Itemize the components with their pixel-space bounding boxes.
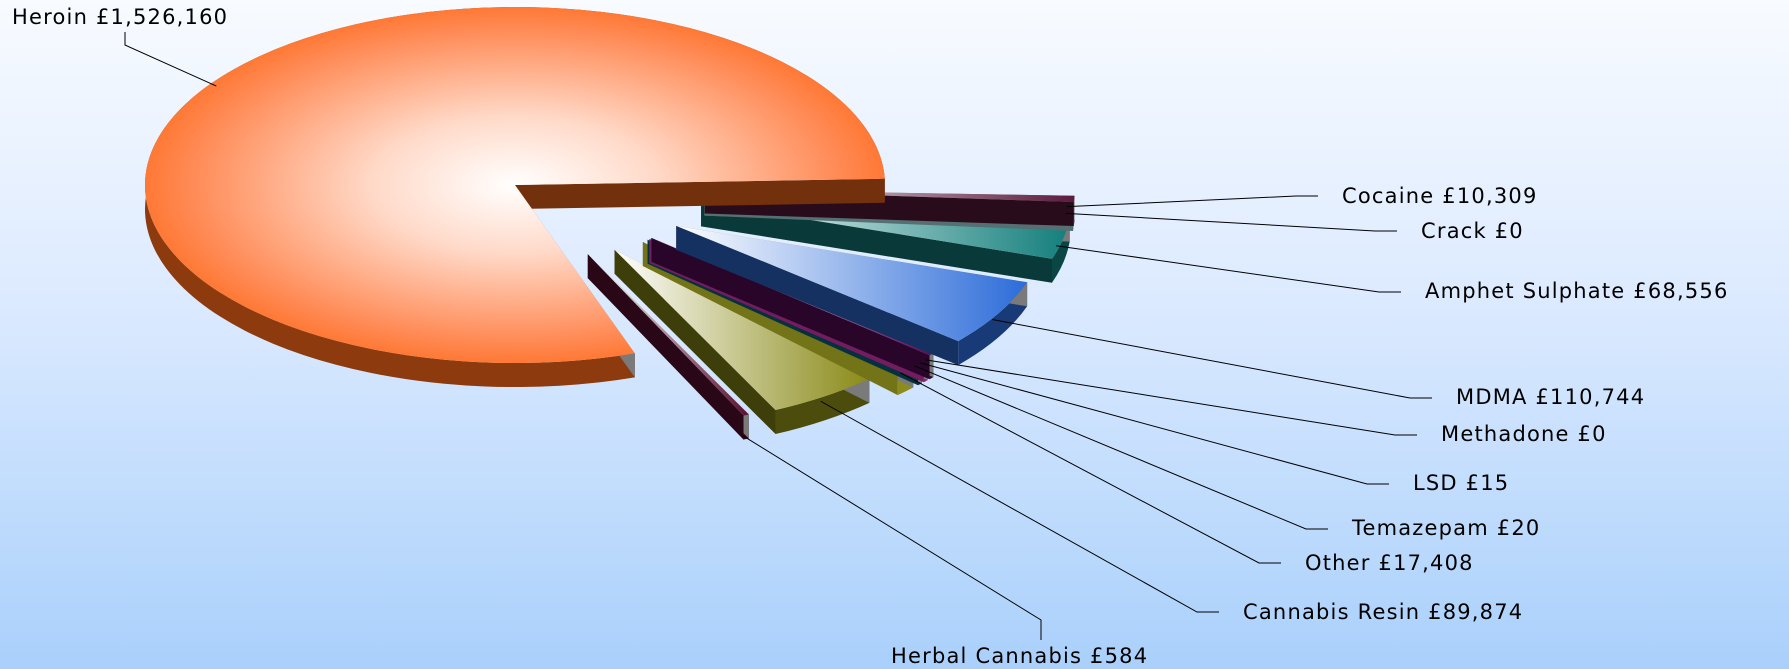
- slice-label-herbal-cannabis: Herbal Cannabis £584: [891, 644, 1148, 668]
- slice-label-other: Other £17,408: [1305, 551, 1474, 575]
- leader-line-methadone: [925, 359, 1417, 436]
- slice-herbal-cannabis: [587, 254, 749, 416]
- leader-line-temazepam: [914, 365, 1328, 530]
- leader-lines: [124, 32, 1432, 640]
- slice-label-methadone: Methadone £0: [1441, 422, 1607, 446]
- slice-label-mdma: MDMA £110,744: [1456, 385, 1645, 409]
- slice-edge-heroin: [515, 178, 885, 209]
- slice-label-cocaine: Cocaine £10,309: [1342, 184, 1538, 208]
- slice-mdma: [676, 225, 1028, 342]
- slice-edge-cannabis-resin: [614, 249, 776, 435]
- slice-label-crack: Crack £0: [1421, 219, 1524, 243]
- leader-line-crack: [1065, 212, 1397, 232]
- leader-line-lsd: [920, 362, 1389, 485]
- slice-label-cannabis-resin: Cannabis Resin £89,874: [1243, 600, 1523, 624]
- leader-line-herbal-cannabis: [742, 435, 1042, 640]
- leader-line-amphet-sulphate: [1056, 245, 1401, 293]
- leader-line-heroin: [124, 32, 217, 87]
- slice-edge-methadone: [651, 237, 930, 380]
- slice-edge-amphet-sulphate: [701, 202, 1052, 283]
- leader-line-cannabis-resin: [820, 400, 1219, 613]
- slice-label-amphet-sulphate: Amphet Sulphate £68,556: [1425, 279, 1729, 303]
- slice-label-heroin: Heroin £1,526,160: [12, 5, 228, 29]
- leader-line-cocaine: [1066, 195, 1318, 208]
- slice-label-lsd: LSD £15: [1413, 471, 1509, 495]
- slice-labels: Heroin £1,526,160 Cocaine £10,309 Crack £0…: [12, 5, 1729, 668]
- slice-label-temazepam: Temazepam £20: [1351, 516, 1540, 540]
- slice-edge-herbal-cannabis: [587, 254, 744, 440]
- leader-line-mdma: [991, 319, 1432, 399]
- slice-edge-mdma: [676, 225, 959, 366]
- leader-line-other: [900, 372, 1281, 564]
- slice-heroin: [145, 7, 885, 363]
- slice-cannabis-resin: [614, 249, 870, 411]
- slice-side-cannabis-resin: [775, 378, 870, 435]
- pie-slices: [145, 7, 1075, 440]
